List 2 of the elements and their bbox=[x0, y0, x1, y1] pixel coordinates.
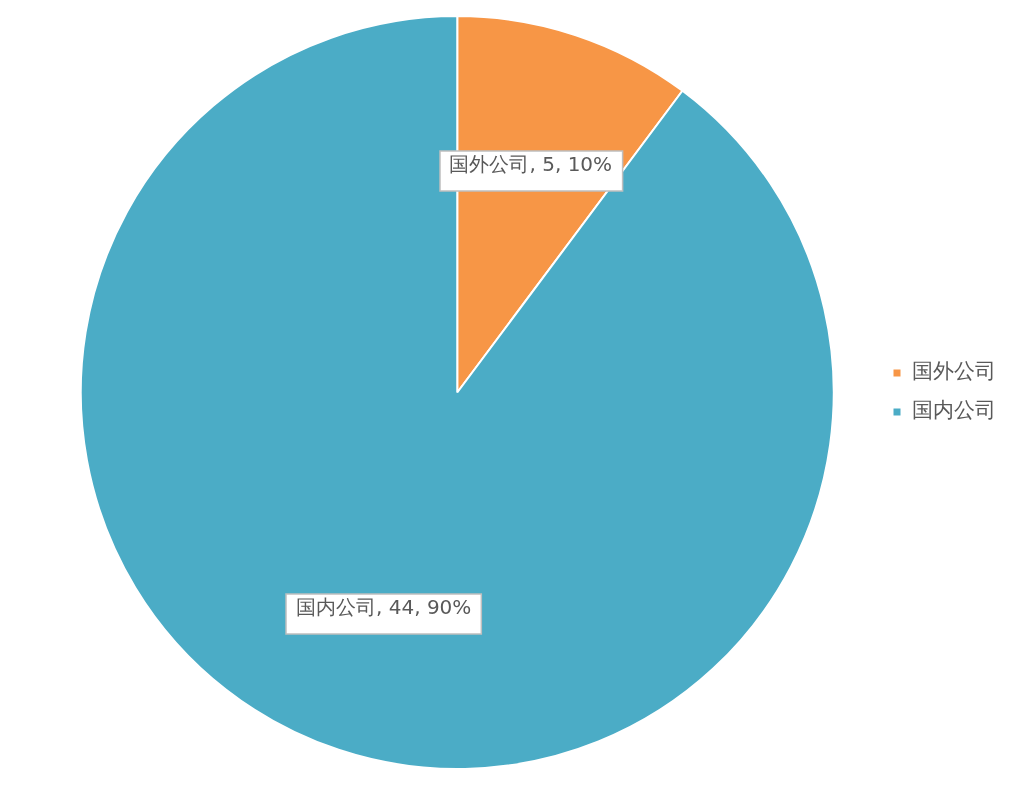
legend-label: 国外公司 bbox=[912, 359, 996, 384]
legend-label: 国内公司 bbox=[912, 398, 996, 423]
